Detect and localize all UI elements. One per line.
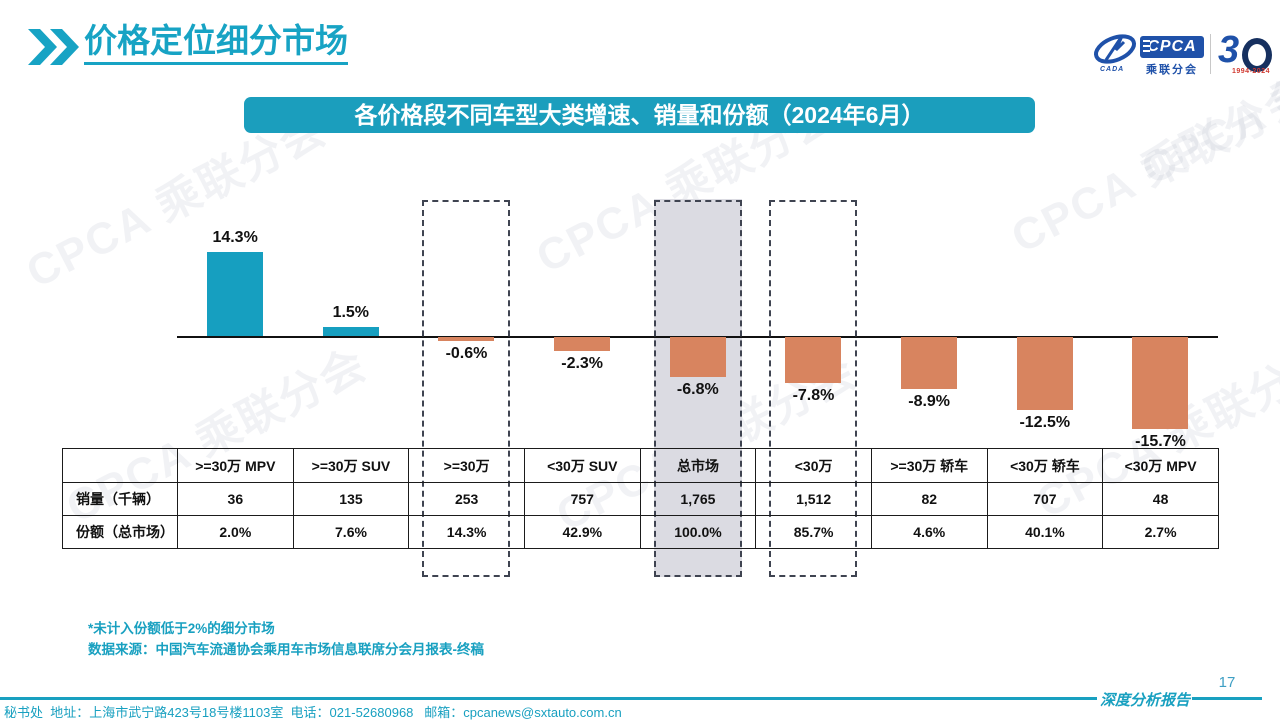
table-header-2: >=30万 [408, 448, 525, 483]
cpca-logo: CADA CPCA 乘联分会 3 1994-2024 [1092, 30, 1272, 78]
table-cell-0-2: 253 [408, 482, 525, 516]
highlight-dashed-box-4 [653, 200, 742, 577]
anniversary-years: 1994-2024 [1232, 68, 1270, 75]
table-cell-0-1: 135 [292, 482, 410, 516]
table-cell-0-7: 707 [986, 482, 1104, 516]
table-header-0: >=30万 MPV [177, 448, 294, 483]
table-row-0: 销量（千辆） 36 135 253 757 1,765 1,512 82 707 48 [62, 482, 1219, 516]
chart-bar-value-1: 1.5% [332, 304, 370, 321]
page-title: 价格定位细分市场 [84, 22, 348, 65]
table-cell-1-3: 42.9% [523, 515, 641, 549]
report-type-label: 深度分析报告 [1099, 693, 1190, 709]
table-header-8: <30万 MPV [1102, 448, 1219, 483]
table-row-label-1: 份额（总市场） [62, 515, 178, 549]
cpca-oval-icon [1094, 34, 1136, 64]
footnote-2: 数据来源：中国汽车流通协会乘用车市场信息联席分会月报表-终稿 [88, 641, 484, 657]
table-header-5: <30万 [755, 448, 872, 483]
logo-divider [1210, 34, 1211, 74]
x-axis-line [177, 336, 1218, 338]
table-cell-1-4: 100.0% [639, 515, 757, 549]
anniversary-30-logo: 3 [1218, 29, 1240, 71]
chart-bar-value-8: -15.7% [1135, 433, 1186, 450]
section-banner: 各价格段不同车型大类增速、销量和份额（2024年6月） [244, 97, 1035, 133]
highlight-dashed-box-2 [422, 200, 511, 577]
table-cell-0-6: 82 [870, 482, 988, 516]
table-cell-1-5: 85.7% [755, 515, 872, 549]
table-row-label-0: 销量（千辆） [62, 482, 178, 516]
cada-label: CADA [1100, 66, 1125, 73]
footnotes: *未计入份额低于2%的细分市场 数据来源：中国汽车流通协会乘用车市场信息联席分会… [88, 619, 484, 661]
anniversary-ring-icon [1242, 38, 1272, 72]
footer-rule-right [1192, 697, 1262, 700]
chart-bar-5 [785, 337, 842, 383]
table-cell-1-7: 40.1% [986, 515, 1104, 549]
footer-contact: 秘书处 地址：上海市武宁路423号18号楼1103室 电话：021-526809… [4, 705, 622, 720]
chart-bar-4 [669, 337, 726, 377]
table-header-7: <30万 轿车 [986, 448, 1104, 483]
table-header-6: >=30万 轿车 [870, 448, 988, 483]
chart-bar-6 [901, 337, 958, 389]
chart-bar-8 [1132, 337, 1189, 429]
chart-bar-value-4: -6.8% [676, 381, 719, 398]
table-row-1: 份额（总市场） 2.0% 7.6% 14.3% 42.9% 100.0% 85.7% 4.6%… [62, 515, 1219, 549]
chart-bar-value-3: -2.3% [561, 355, 604, 372]
chart-bar-3 [554, 337, 611, 351]
footnote-1: *未计入份额低于2%的细分市场 [88, 621, 275, 636]
table-cell-1-6: 4.6% [870, 515, 988, 549]
table-corner-cell [62, 448, 178, 483]
chart-bar-value-0: 14.3% [212, 229, 258, 246]
cpca-wordmark: CPCA [1140, 36, 1204, 58]
table-cell-0-3: 757 [523, 482, 641, 516]
table-cell-0-4: 1,765 [639, 482, 757, 516]
table-cell-0-0: 36 [177, 482, 294, 516]
table-cell-0-8: 48 [1102, 482, 1219, 516]
highlight-dashed-box-5 [769, 200, 858, 577]
footer-rule [0, 697, 1097, 700]
chart-bar-2 [438, 337, 495, 341]
double-chevron-icon [28, 29, 79, 65]
table-header-4: 总市场 [639, 448, 757, 483]
chart-bar-value-6: -8.9% [908, 393, 951, 410]
chart-bar-value-2: -0.6% [445, 345, 488, 362]
chart-bar-1 [322, 327, 379, 336]
page-number: 17 [1218, 674, 1236, 691]
chart-bar-value-7: -12.5% [1019, 414, 1071, 431]
table-cell-1-2: 14.3% [408, 515, 525, 549]
table-cell-1-1: 7.6% [292, 515, 410, 549]
table-cell-1-8: 2.7% [1102, 515, 1219, 549]
table-header-1: >=30万 SUV [292, 448, 410, 483]
chart-bar-value-5: -7.8% [792, 387, 835, 404]
table-cell-0-5: 1,512 [755, 482, 872, 516]
segment-table: >=30万 MPV >=30万 SUV >=30万 <30万 SUV 总市场 <30万 >=… [62, 448, 1219, 549]
chart-bar-0 [207, 252, 264, 336]
cpca-chinese-label: 乘联分会 [1146, 64, 1198, 76]
table-header-3: <30万 SUV [523, 448, 641, 483]
table-cell-1-0: 2.0% [177, 515, 294, 549]
chart-bar-7 [1016, 337, 1073, 410]
